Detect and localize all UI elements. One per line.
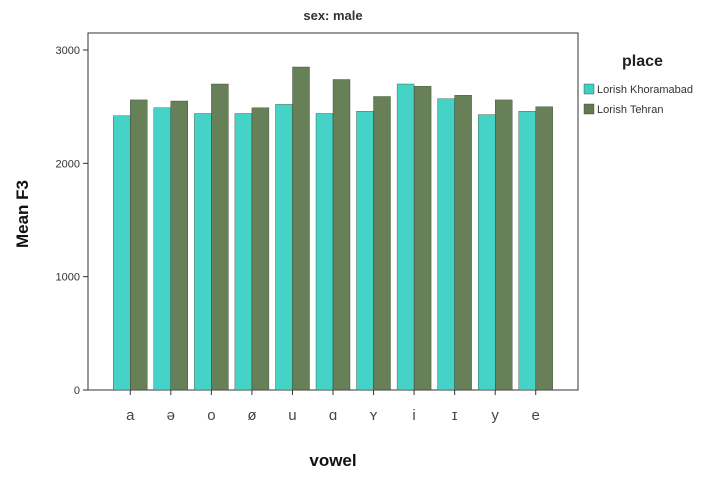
legend-label-0: Lorish Khoramabad [597,84,693,96]
bar-tehran-2 [211,83,229,391]
x-tick-label-9: y [491,407,499,424]
bar-tehran-4 [292,66,310,391]
y-ticks-group: 0 1000 2000 3000 [56,45,88,397]
bar-khoramabad-1 [153,107,172,391]
y-tick-label-2: 2000 [56,158,80,170]
bars-group [113,66,553,391]
legend-title: place [622,53,663,70]
bar-tehran-6 [373,96,391,391]
bar-tehran-8 [454,95,472,391]
x-tick-label-1: ə [167,407,175,424]
bar-tehran-10 [535,106,553,391]
bar-khoramabad-7 [396,83,415,391]
legend-swatch-0 [583,83,595,95]
legend: place Lorish Khoramabad Lorish Tehran [583,53,693,116]
bar-tehran-3 [251,107,270,391]
bar-khoramabad-0 [113,115,131,391]
bar-tehran-1 [170,100,189,391]
y-tick-label-0: 0 [74,385,80,397]
bar-tehran-7 [413,86,432,391]
x-tick-label-0: a [126,407,135,424]
bar-khoramabad-4 [275,104,293,391]
bar-khoramabad-10 [518,110,536,391]
bar-khoramabad-8 [437,98,455,391]
bar-khoramabad-2 [194,113,212,391]
y-tick-label-1: 1000 [56,272,80,284]
bar-khoramabad-5 [315,113,334,391]
chart-subtitle: sex: male [303,8,362,23]
x-tick-label-3: ø [247,407,256,424]
legend-label-1: Lorish Tehran [597,104,663,116]
bar-khoramabad-6 [356,110,374,391]
bar-khoramabad-3 [234,113,253,391]
x-tick-label-10: e [532,407,540,424]
x-axis-label: vowel [309,451,356,470]
x-tick-label-5: ɑ [329,407,337,424]
x-tick-label-6: ʏ [370,407,378,424]
bar-khoramabad-9 [478,114,496,391]
bar-tehran-9 [495,99,513,391]
x-tick-label-8: ɪ [452,407,457,424]
bar-tehran-5 [332,79,351,391]
x-tick-label-2: o [207,407,215,424]
y-tick-label-3: 3000 [56,45,80,57]
y-axis-label: Mean F3 [13,180,32,248]
x-tick-label-7: i [412,407,415,424]
bar-tehran-0 [130,99,148,391]
x-tick-label-4: u [288,407,296,424]
legend-swatch-1 [583,103,595,115]
